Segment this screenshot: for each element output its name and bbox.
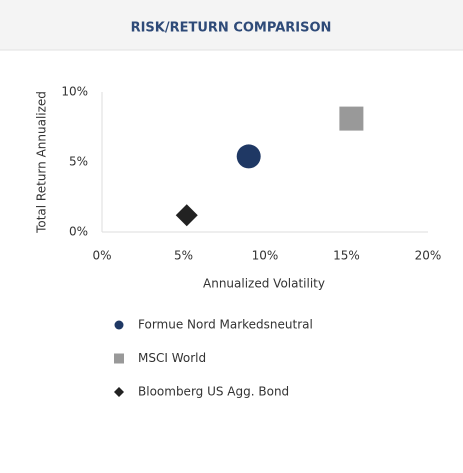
point xyxy=(236,144,261,169)
y-axis-label: Total Return Annualized xyxy=(35,91,49,234)
legend-label: MSCI World xyxy=(138,351,206,365)
legend-label: Formue Nord Markedsneutral xyxy=(138,318,313,332)
legend-marker xyxy=(114,387,124,397)
y-tick-label: 5% xyxy=(69,155,88,169)
y-tick-label: 10% xyxy=(61,85,88,99)
legend-marker xyxy=(114,320,124,330)
chart-title: RISK/RETURN COMPARISON xyxy=(131,21,332,36)
point xyxy=(339,106,364,131)
x-tick-label: 5% xyxy=(174,249,193,263)
y-tick-label: 0% xyxy=(69,225,88,239)
x-axis-label: Annualized Volatility xyxy=(203,277,325,291)
point xyxy=(175,204,198,227)
x-tick-label: 10% xyxy=(252,249,279,263)
x-tick-label: 20% xyxy=(415,249,442,263)
x-tick-label: 15% xyxy=(333,249,360,263)
legend-marker xyxy=(114,353,124,364)
header-band xyxy=(0,0,463,50)
x-tick-label: 0% xyxy=(92,249,111,263)
legend-label: Bloomberg US Agg. Bond xyxy=(138,385,289,399)
